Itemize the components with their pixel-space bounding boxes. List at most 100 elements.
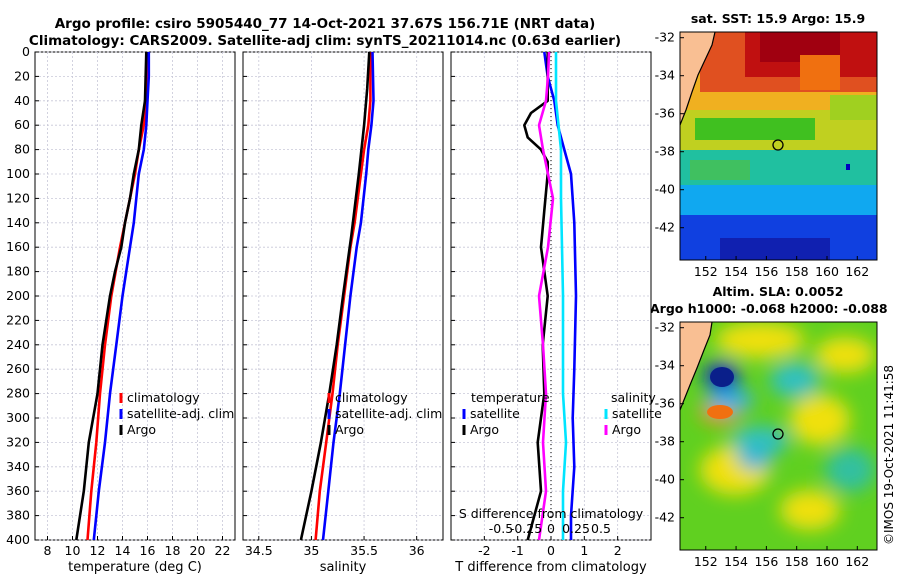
map-y-tick-label: -32 [655, 30, 675, 45]
sla-map-title2: Argo h1000: -0.068 h2000: -0.088 [650, 301, 888, 316]
chart-title-line1: Argo profile: csiro 5905440_77 14-Oct-20… [54, 16, 596, 32]
y-tick-label: 400 [6, 532, 30, 547]
series-line-satellite-adj-clim [321, 51, 375, 541]
salinity-profile-panel: 34.5 35 35.5 36 salinity climatologysatellite… [242, 51, 444, 575]
legend-title-temperature: temperature [471, 390, 550, 405]
sst-map-image [680, 32, 877, 260]
map-y-tick-label: -38 [655, 144, 675, 159]
map-x-tick-label: 160 [815, 264, 839, 279]
x-tick-label: 8 [44, 543, 52, 558]
map-y-tick-label: -40 [655, 472, 675, 487]
x-tick-label: 20 [190, 543, 206, 558]
map-y-tick-label: -34 [655, 358, 675, 373]
sst-argo-marker [772, 139, 784, 151]
x-tick-label: 35 [303, 543, 319, 558]
legend-label: satellite-adj. clim [335, 406, 442, 421]
x-tick-label: 10 [65, 543, 81, 558]
legend-label: Argo [470, 422, 499, 437]
y-tick-label: 40 [14, 93, 30, 108]
series-line-argo [299, 51, 371, 541]
y-tick-label: 20 [14, 68, 30, 83]
sla-map-title1: Altim. SLA: 0.0052 [713, 284, 844, 299]
map-x-tick-label: 156 [754, 554, 778, 569]
y-tick-label: 0 [22, 44, 30, 59]
y-tick-label: 320 [6, 434, 30, 449]
salinity-profile-xlabel: salinity [320, 560, 367, 575]
series-line-argo [75, 51, 148, 541]
x-tick-label: 36 [409, 543, 425, 558]
series-line-temperature-satellite [543, 51, 578, 540]
legend-label: climatology [335, 390, 408, 405]
y-tick-label: 100 [6, 166, 30, 181]
salinity-tick-label: 0 [547, 521, 555, 536]
chart-title-line2: Climatology: CARS2009. Satellite-adj cli… [28, 33, 622, 49]
sla-map-frame [679, 321, 878, 551]
y-tick-label: 360 [6, 483, 30, 498]
x-tick-label: 35.5 [350, 543, 378, 558]
y-tick-label: 120 [6, 190, 30, 205]
legend-label: climatology [127, 390, 200, 405]
sst-map-frame [679, 31, 878, 261]
y-tick-label: 80 [14, 142, 30, 157]
y-tick-label: 280 [6, 386, 30, 401]
x-tick-label: -2 [478, 543, 490, 558]
x-tick-label: 18 [165, 543, 181, 558]
map-x-tick-label: 158 [785, 554, 809, 569]
map-x-tick-label: 152 [694, 554, 718, 569]
map-y-tick-label: -32 [655, 320, 675, 335]
legend-title-salinity: salinity [611, 390, 656, 405]
map-x-tick-label: 162 [845, 554, 869, 569]
salinity-tick-label: 0.25 [562, 521, 590, 536]
legend-label: Argo [612, 422, 641, 437]
legend-label: satellite [470, 406, 520, 421]
x-tick-label: 2 [614, 543, 622, 558]
legend-label: satellite-adj. clim [127, 406, 234, 421]
legend-label: Argo [335, 422, 364, 437]
legend-label: Argo [127, 422, 156, 437]
series-line-salinity-satellite [554, 52, 568, 540]
legend-label: satellite [612, 406, 662, 421]
map-x-tick-label: 152 [694, 264, 718, 279]
x-tick-label: 14 [115, 543, 131, 558]
sst-map-axes: 152 154 156 158 160 162 -32 -34 -36 -38 -40 -42 [655, 30, 870, 279]
map-y-tick-label: -38 [655, 434, 675, 449]
map-y-tick-label: -36 [655, 106, 675, 121]
y-tick-label: 260 [6, 361, 30, 376]
difference-profile-panel: -2 -1 0 1 2 T difference from climatology temp… [450, 51, 662, 575]
salinity-tick-label: -0.25 [510, 521, 542, 536]
y-tick-label: 220 [6, 312, 30, 327]
sla-map-axes: 152 154 156 158 160 162 -32 -34 -36 -38 -40 -42 [655, 320, 870, 569]
y-tick-label: 380 [6, 508, 30, 523]
map-y-tick-label: -36 [655, 396, 675, 411]
x-tick-label: 22 [215, 543, 231, 558]
map-y-tick-label: -42 [655, 510, 675, 525]
sla-argo-marker [772, 428, 784, 440]
x-tick-label: 1 [580, 543, 588, 558]
y-tick-label: 140 [6, 215, 30, 230]
sst-map-title: sat. SST: 15.9 Argo: 15.9 [691, 11, 865, 26]
x-tick-label: -1 [511, 543, 523, 558]
y-tick-label: 180 [6, 264, 30, 279]
y-tick-label: 240 [6, 337, 30, 352]
map-x-tick-label: 160 [815, 554, 839, 569]
map-x-tick-label: 156 [754, 264, 778, 279]
y-tick-label: 160 [6, 239, 30, 254]
temperature-profile-panel: 0 20 40 60 80 100 120 140 160 180 200 220 240 260 280 3… [6, 44, 236, 575]
y-tick-label: 60 [14, 117, 30, 132]
y-tick-label: 200 [6, 288, 30, 303]
salinity-tick-label: 0.5 [591, 521, 611, 536]
y-tick-label: 300 [6, 410, 30, 425]
map-y-tick-label: -40 [655, 182, 675, 197]
map-x-tick-label: 158 [785, 264, 809, 279]
map-x-tick-label: 154 [724, 554, 748, 569]
x-tick-label: 34.5 [245, 543, 273, 558]
difference-profile-xlabel: T difference from climatology [454, 560, 647, 575]
series-line-salinity-argo [537, 51, 555, 541]
map-x-tick-label: 154 [724, 264, 748, 279]
map-y-tick-label: -42 [655, 220, 675, 235]
sla-map-image [680, 322, 877, 550]
copyright-text: ©IMOS 19-Oct-2021 11:41:58 [882, 364, 896, 545]
map-y-tick-label: -34 [655, 68, 675, 83]
map-x-tick-label: 162 [845, 264, 869, 279]
